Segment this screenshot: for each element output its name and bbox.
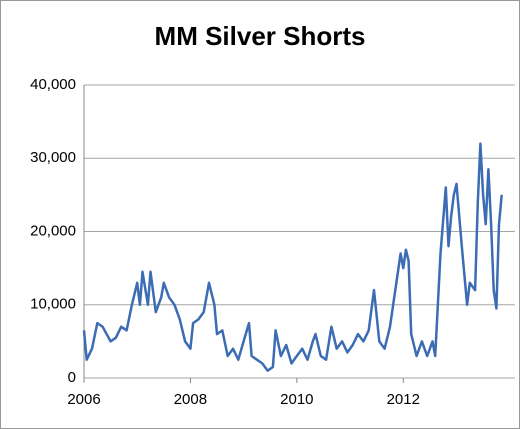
y-tick-label: 10,000 <box>30 296 76 313</box>
y-tick-label: 40,000 <box>30 76 76 93</box>
y-tick-label: 20,000 <box>30 222 76 239</box>
x-tick-label: 2006 <box>67 391 100 408</box>
x-tick-label: 2012 <box>387 391 420 408</box>
y-tick-label: 0 <box>68 369 76 386</box>
x-tick-label: 2010 <box>280 391 313 408</box>
chart-title: MM Silver Shorts <box>155 21 366 51</box>
series-line <box>82 142 503 372</box>
y-tick-label: 30,000 <box>30 149 76 166</box>
x-tick-label: 2008 <box>174 391 207 408</box>
